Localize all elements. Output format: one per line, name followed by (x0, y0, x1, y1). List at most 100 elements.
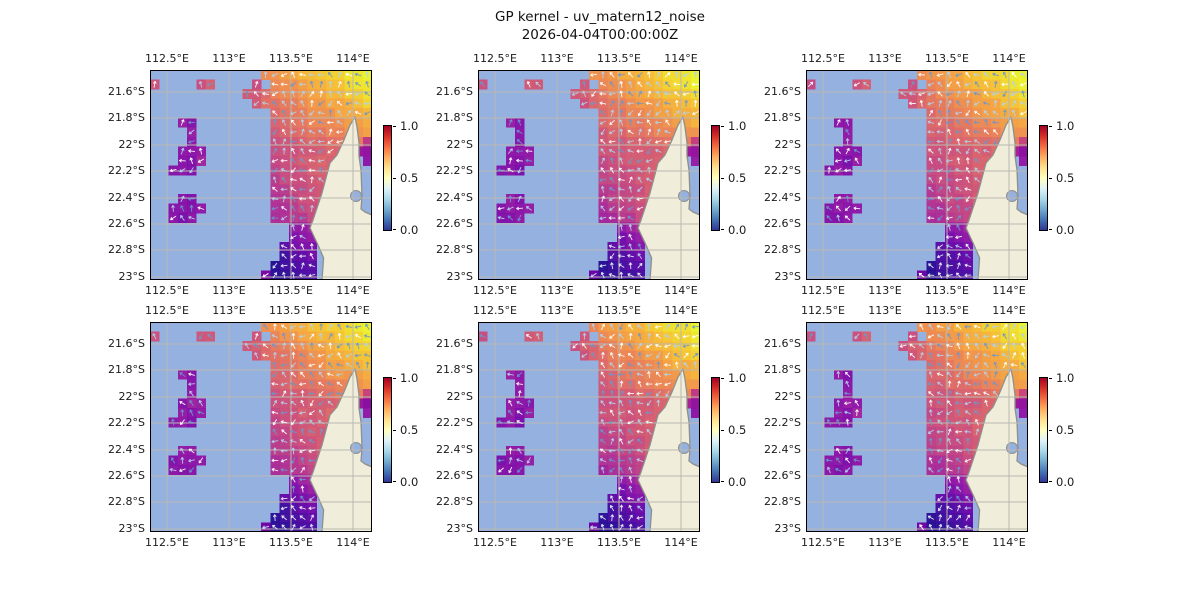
x-ticklabels-bottom: 112.5°E 113°E 113.5°E 114°E (145, 536, 372, 550)
x-tick-label: 113°E (212, 284, 246, 297)
x-tick-label: 113°E (540, 284, 574, 297)
x-ticklabels-top: 112.5°E 113°E 113.5°E 114°E (801, 52, 1028, 66)
x-tick-label: 114°E (336, 52, 370, 65)
map-frame (806, 322, 1028, 532)
x-tick-label: 112.5°E (801, 304, 845, 317)
y-tick-label: 21.8°S (108, 363, 145, 376)
y-tick-label: 22.2°S (764, 164, 801, 177)
y-tick-label: 22.6°S (436, 217, 473, 230)
x-tick-label: 113°E (868, 536, 902, 549)
figure-title-line2: 2026-04-04T00:00:00Z (521, 27, 679, 43)
colorbar-tick-label: 1.0 (1056, 371, 1075, 385)
map-canvas (806, 70, 1028, 280)
colorbar-tick-label: 1.0 (728, 119, 747, 133)
y-tick-label: 22.8°S (436, 243, 473, 256)
colorbar-tick-label: 0.5 (728, 423, 747, 437)
y-tick-label: 21.8°S (436, 111, 473, 124)
colorbar-tick-label: 1.0 (1056, 119, 1075, 133)
y-tick-label: 22.2°S (108, 416, 145, 429)
colorbar-tick (720, 228, 724, 230)
colorbar-tick (1048, 430, 1052, 432)
colorbar-tick (1048, 228, 1052, 230)
x-tick-label: 114°E (664, 284, 698, 297)
x-ticklabels-top: 112.5°E 113°E 113.5°E 114°E (473, 304, 700, 318)
subplot-r2c2: 112.5°E 113°E 113.5°E 114°E 112.5°E 113°E 113.… (436, 304, 700, 549)
colorbar-tick (720, 378, 724, 380)
y-tick-label: 23°S (446, 270, 473, 283)
x-ticklabels-top: 112.5°E 113°E 113.5°E 114°E (801, 304, 1028, 318)
x-tick-label: 112.5°E (145, 284, 189, 297)
y-tick-label: 21.6°S (436, 337, 473, 350)
y-tick-label: 22.4°S (108, 443, 145, 456)
y-tick-label: 21.8°S (108, 111, 145, 124)
x-tick-label: 112.5°E (801, 536, 845, 549)
y-tick-label: 22.6°S (764, 217, 801, 230)
colorbar-tick-label: 1.0 (728, 371, 747, 385)
x-tick-label: 113.5°E (269, 536, 313, 549)
y-tick-label: 21.6°S (764, 337, 801, 350)
y-tick-label: 22.8°S (108, 495, 145, 508)
colorbar-tick (392, 178, 396, 180)
map-canvas (150, 70, 372, 280)
x-tick-label: 114°E (992, 304, 1026, 317)
x-ticklabels-top: 112.5°E 113°E 113.5°E 114°E (145, 304, 372, 318)
subplot-r1c3: 112.5°E 113°E 113.5°E 114°E 112.5°E 113°E 113.… (764, 52, 1028, 297)
x-tick-label: 112.5°E (473, 52, 517, 65)
y-tick-label: 22.4°S (108, 191, 145, 204)
colorbar-tick-label: 0.5 (400, 171, 419, 185)
y-tick-label: 21.8°S (436, 363, 473, 376)
colorbar-tick (720, 178, 724, 180)
map-frame (478, 70, 700, 280)
x-ticklabels-bottom: 112.5°E 113°E 113.5°E 114°E (801, 284, 1028, 298)
colorbar-tick-label: 0.5 (1056, 171, 1075, 185)
x-tick-label: 113°E (868, 304, 902, 317)
colorbar-tick-label: 0.0 (728, 223, 747, 237)
x-tick-label: 113°E (212, 536, 246, 549)
colorbar: 1.0 0.5 0.0 (711, 371, 746, 489)
quiver-layer (479, 323, 699, 531)
x-tick-label: 113.5°E (925, 536, 969, 549)
y-tick-label: 22.6°S (108, 217, 145, 230)
map-canvas (806, 322, 1028, 532)
y-tick-label: 22.2°S (436, 164, 473, 177)
quiver-layer (153, 71, 371, 279)
colorbar-tick (1048, 178, 1052, 180)
x-ticklabels-top: 112.5°E 113°E 113.5°E 114°E (145, 52, 372, 66)
x-tick-label: 113°E (540, 52, 574, 65)
x-tick-label: 113°E (540, 304, 574, 317)
x-tick-label: 113.5°E (925, 52, 969, 65)
y-tick-label: 22.8°S (764, 495, 801, 508)
colorbar: 1.0 0.5 0.0 (383, 119, 418, 237)
x-tick-label: 114°E (336, 536, 370, 549)
x-tick-label: 112.5°E (145, 304, 189, 317)
map-canvas (478, 70, 700, 280)
x-tick-label: 114°E (664, 52, 698, 65)
x-ticklabels-bottom: 112.5°E 113°E 113.5°E 114°E (473, 536, 700, 550)
colorbar-tick (392, 480, 396, 482)
x-ticklabels-bottom: 112.5°E 113°E 113.5°E 114°E (801, 536, 1028, 550)
y-tick-label: 21.6°S (108, 85, 145, 98)
subplot-r1c2: 112.5°E 113°E 113.5°E 114°E 112.5°E 113°E 113.… (436, 52, 700, 297)
colorbar: 1.0 0.5 0.0 (1039, 119, 1074, 237)
colorbar-tick (1048, 480, 1052, 482)
y-tick-label: 22.4°S (436, 191, 473, 204)
x-tick-label: 113.5°E (269, 284, 313, 297)
x-tick-label: 112.5°E (145, 52, 189, 65)
y-tick-label: 22°S (774, 138, 801, 151)
colorbar-tick (720, 480, 724, 482)
map-canvas (478, 322, 700, 532)
y-tick-label: 22.6°S (764, 469, 801, 482)
x-tick-label: 112.5°E (801, 52, 845, 65)
y-tick-label: 22.8°S (108, 243, 145, 256)
colorbar-tick-label: 0.0 (1056, 223, 1075, 237)
x-tick-label: 112.5°E (473, 284, 517, 297)
y-tick-label: 22°S (774, 390, 801, 403)
y-tick-label: 21.6°S (764, 85, 801, 98)
y-tick-label: 22°S (446, 138, 473, 151)
map-frame (478, 322, 700, 532)
y-tick-label: 22.6°S (436, 469, 473, 482)
y-tick-label: 23°S (774, 522, 801, 535)
y-tick-label: 22°S (118, 138, 145, 151)
quiver-layer (808, 71, 1027, 279)
